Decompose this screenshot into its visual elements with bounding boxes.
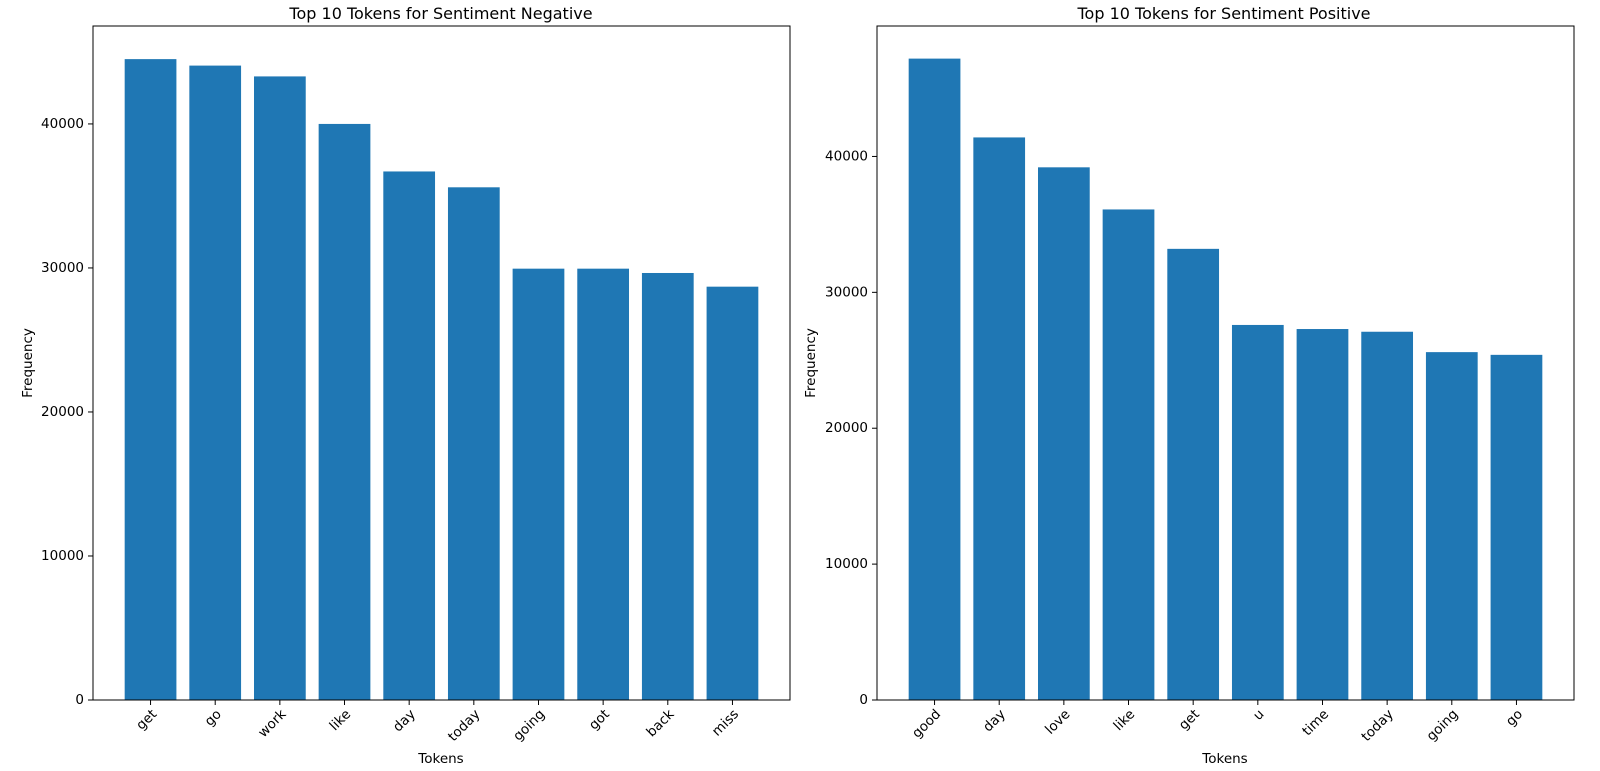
bar-group (908, 58, 1543, 701)
bar-today (1361, 331, 1414, 700)
x-axis-label: Tokens (1201, 751, 1247, 767)
y-tick-label: 10000 (41, 548, 84, 564)
bar-go (1490, 354, 1543, 700)
bar-u (1231, 324, 1284, 700)
bar-group (124, 59, 759, 701)
bar-today (447, 187, 500, 701)
y-axis-ticks: 0 10000 20000 30000 40000 (825, 148, 877, 708)
chart-negative: Top 10 Tokens for Sentiment Negative 0 10… (20, 4, 791, 767)
y-tick-label: 30000 (825, 284, 868, 300)
bar-time (1296, 329, 1349, 700)
y-tick-label: 0 (75, 692, 84, 708)
bar-get (124, 59, 177, 701)
bar-going (512, 268, 565, 700)
y-axis-label: Frequency (20, 328, 36, 398)
bar-day (973, 137, 1026, 700)
bar-day (383, 171, 436, 700)
chart-positive: Top 10 Tokens for Sentiment Positive 0 10… (803, 4, 1575, 767)
bar-go (189, 65, 242, 701)
bar-back (641, 272, 694, 700)
y-axis-ticks: 0 10000 20000 30000 40000 (41, 116, 93, 708)
y-tick-label: 30000 (41, 260, 84, 276)
bar-good (908, 58, 961, 701)
chart-title: Top 10 Tokens for Sentiment Negative (288, 4, 592, 23)
bar-love (1038, 167, 1090, 700)
bar-get (1167, 248, 1220, 700)
plot-frame (876, 25, 1575, 701)
bar-miss (706, 286, 759, 700)
bar-work (254, 76, 306, 700)
y-tick-label: 20000 (41, 404, 84, 420)
chart-title: Top 10 Tokens for Sentiment Positive (1076, 4, 1370, 23)
x-axis-label: Tokens (417, 751, 463, 767)
y-tick-label: 0 (859, 692, 868, 708)
y-tick-label: 20000 (825, 420, 868, 436)
y-axis-label: Frequency (803, 328, 819, 398)
bar-going (1425, 352, 1478, 700)
bar-got (577, 268, 630, 700)
y-tick-label: 40000 (825, 148, 868, 164)
bar-like (1102, 209, 1155, 700)
bar-like (318, 123, 371, 701)
y-tick-label: 40000 (41, 116, 84, 132)
y-tick-label: 10000 (825, 556, 868, 572)
plot-frame (92, 25, 791, 701)
